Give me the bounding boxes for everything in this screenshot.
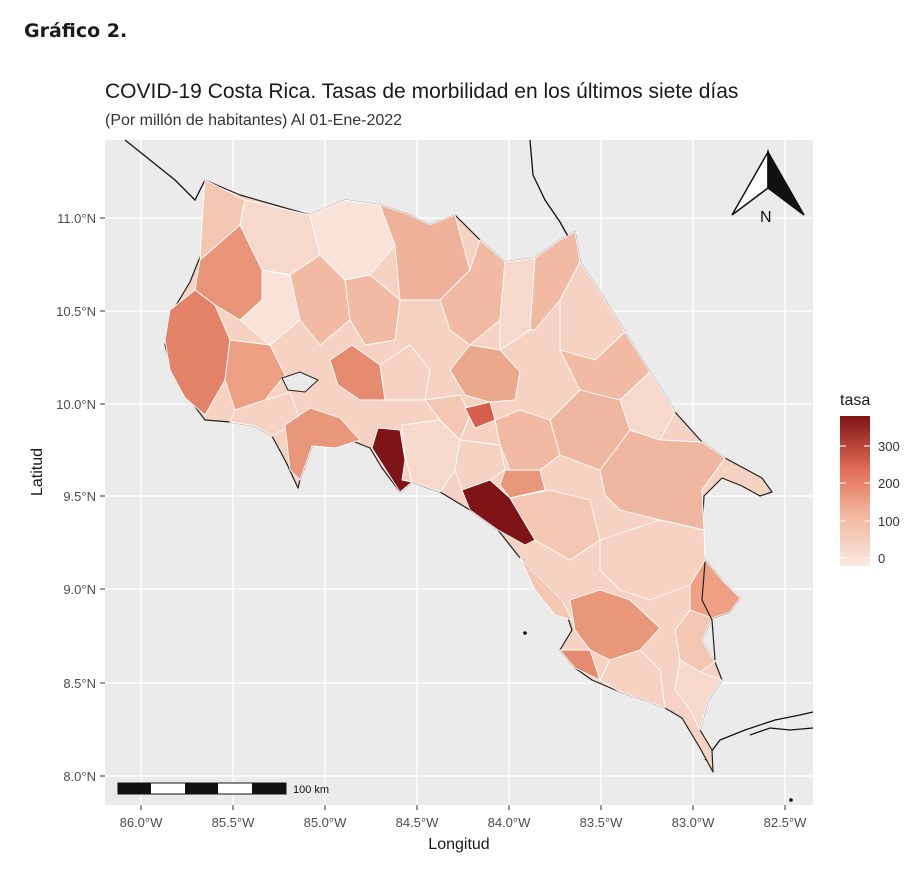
y-tick-label: 8.5°N <box>63 676 96 691</box>
scale-bar-label: 100 km <box>293 784 329 796</box>
canton <box>599 429 726 531</box>
panama-border <box>701 561 716 661</box>
x-tick-labels: 86.0°W 85.5°W 85.0°W 84.5°W 84.0°W 83.5°… <box>120 815 808 830</box>
canton <box>674 659 723 731</box>
canton <box>519 557 573 621</box>
canton <box>379 344 431 401</box>
canton <box>549 389 631 471</box>
y-tick-label: 10.0°N <box>56 397 96 412</box>
x-axis-title: Longitud <box>428 836 489 853</box>
scale-bar: 100 km <box>117 782 329 796</box>
legend-colorbar <box>840 416 870 566</box>
canton <box>449 344 521 403</box>
canton <box>199 179 246 261</box>
legend-label: 300 <box>878 439 900 454</box>
y-axis-title: Latitud <box>29 448 46 496</box>
legend: tasa 300 200 100 0 <box>840 392 900 566</box>
x-tick-label: 85.0°W <box>304 815 348 830</box>
canton <box>494 409 561 471</box>
canton <box>499 257 536 351</box>
y-tick-label: 9.0°N <box>63 582 96 597</box>
y-tick-label: 8.0°N <box>63 769 96 784</box>
x-tick-label: 83.0°W <box>672 815 716 830</box>
legend-label: 0 <box>878 551 885 566</box>
x-tick-label: 83.5°W <box>580 815 624 830</box>
legend-title: tasa <box>840 392 870 409</box>
axis-ticks <box>100 217 786 810</box>
canton <box>499 469 546 499</box>
neighbor-borders <box>124 139 814 761</box>
x-tick-label: 85.5°W <box>212 815 256 830</box>
gulf-water <box>281 371 319 393</box>
canton <box>424 394 471 441</box>
canton <box>509 489 601 561</box>
north-arrow-label: N <box>760 209 772 226</box>
y-tick-labels: 11.0°N 10.5°N 10.0°N 9.5°N 9.0°N 8.5°N 8… <box>56 211 96 784</box>
costa-rica-map <box>164 179 773 773</box>
canton <box>454 439 506 491</box>
legend-label: 200 <box>878 476 900 491</box>
canton <box>309 199 396 281</box>
canton <box>599 649 666 709</box>
y-tick-label: 9.5°N <box>63 489 96 504</box>
x-tick-label: 82.5°W <box>764 815 808 830</box>
legend-label: 100 <box>878 514 900 529</box>
x-tick-label: 84.0°W <box>488 815 532 830</box>
map-subtitle: (Por millón de habitantes) Al 01-Ene-202… <box>105 112 403 129</box>
canton <box>344 274 401 346</box>
north-arrow-icon: N <box>731 149 805 226</box>
y-tick-label: 11.0°N <box>57 211 96 226</box>
y-tick-label: 10.5°N <box>56 304 96 319</box>
island <box>523 631 527 635</box>
x-tick-label: 84.5°W <box>396 815 440 830</box>
map-title: COVID-19 Costa Rica. Tasas de morbilidad… <box>105 80 739 103</box>
island <box>789 798 793 802</box>
canton <box>284 407 361 481</box>
figure-label: Gráfico 2. <box>24 20 128 42</box>
canton <box>461 479 536 546</box>
canton <box>674 609 716 673</box>
x-tick-label: 86.0°W <box>120 815 164 830</box>
